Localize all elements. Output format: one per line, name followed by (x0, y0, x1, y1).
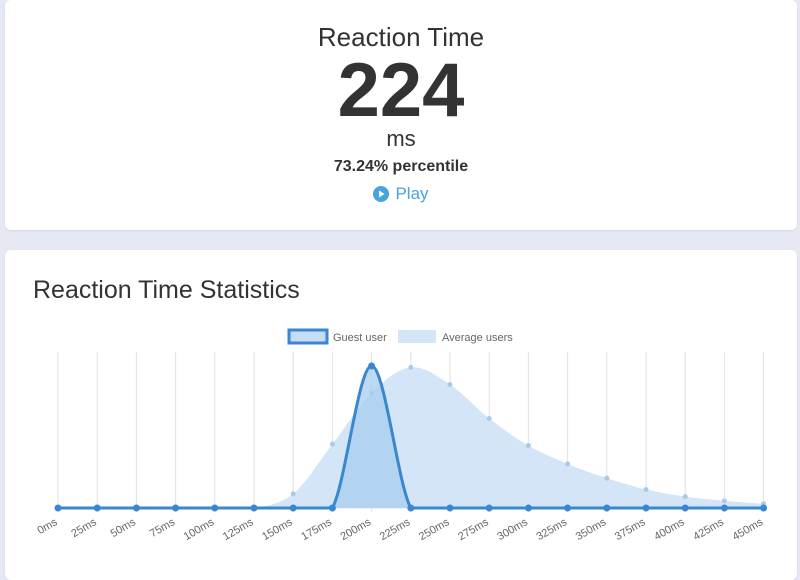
average-users-point (329, 441, 335, 447)
result-card: Reaction Time 224 ms 73.24% percentile P… (5, 0, 797, 230)
x-tick-label: 450ms (730, 516, 765, 543)
average-users-point (290, 491, 296, 497)
x-tick-label: 100ms (182, 516, 217, 543)
average-users-point (408, 364, 414, 370)
guest-user-point (603, 504, 611, 512)
x-tick-label: 25ms (69, 516, 99, 540)
guest-user-point (564, 504, 572, 512)
x-tick-label: 0ms (36, 516, 60, 537)
x-tick-label: 400ms (652, 516, 687, 543)
guest-user-point (524, 504, 532, 512)
guest-user-point (328, 504, 336, 512)
chart-legend[interactable]: Guest user Average users (287, 328, 513, 345)
guest-user-point (250, 504, 258, 512)
guest-user-point (720, 504, 728, 512)
reaction-time-value: 224 (337, 48, 465, 133)
x-tick-label: 75ms (148, 516, 178, 540)
guest-user-point (54, 504, 62, 512)
guest-user-point (446, 504, 454, 512)
average-users-point (486, 416, 492, 422)
average-users-point (447, 381, 453, 387)
x-tick-label: 275ms (456, 516, 491, 543)
guest-user-point (368, 362, 376, 370)
x-tick-label: 425ms (691, 516, 726, 543)
guest-user-point (681, 504, 689, 512)
x-tick-label: 300ms (495, 516, 530, 543)
x-tick-label: 200ms (338, 516, 373, 543)
play-label: Play (395, 184, 429, 203)
average-users-point (525, 443, 531, 449)
x-tick-label: 375ms (613, 516, 648, 543)
average-users-point (604, 475, 610, 481)
guest-user-point (211, 504, 219, 512)
average-users-point (565, 461, 571, 467)
percentile-text: 73.24% percentile (333, 158, 469, 175)
play-button[interactable]: Play (5, 184, 797, 204)
x-tick-label: 150ms (260, 516, 295, 543)
average-users-point (682, 494, 688, 500)
legend-label-guest[interactable]: Guest user (333, 332, 387, 344)
x-tick-label: 175ms (299, 516, 334, 543)
guest-user-point (760, 504, 768, 512)
average-users-series (55, 364, 767, 511)
guest-user-point (132, 504, 140, 512)
legend-swatch-guest[interactable] (287, 328, 329, 345)
statistics-card: Reaction Time Statistics 0ms 25ms 50ms 75ms… (5, 250, 797, 580)
reaction-time-chart: 0ms 25ms 50ms 75ms 100ms 125ms 150ms 175ms 200ms… (36, 328, 768, 543)
x-tick-label: 225ms (378, 516, 413, 543)
x-tick-label: 125ms (221, 516, 256, 543)
x-tick-label: 50ms (109, 516, 139, 540)
guest-user-point (172, 504, 180, 512)
average-users-area (58, 367, 764, 508)
x-tick-label: 250ms (417, 516, 452, 543)
guest-user-point (407, 504, 415, 512)
guest-user-point (485, 504, 493, 512)
result-title: Reaction Time (317, 22, 485, 52)
reaction-time-unit: ms (386, 126, 416, 151)
guest-user-point (289, 504, 297, 512)
guest-user-series (54, 362, 768, 512)
x-tick-label: 325ms (534, 516, 569, 543)
guest-user-point (642, 504, 650, 512)
statistics-title: Reaction Time Statistics (33, 276, 300, 304)
x-axis-ticks: 0ms 25ms 50ms 75ms 100ms 125ms 150ms 175ms 200ms… (36, 516, 766, 543)
legend-label-average[interactable]: Average users (442, 332, 513, 344)
play-icon (373, 186, 390, 202)
average-users-point (643, 487, 649, 493)
legend-swatch-average[interactable] (398, 330, 436, 343)
x-tick-label: 350ms (574, 516, 609, 543)
guest-user-point (93, 504, 101, 512)
average-users-point (721, 498, 727, 504)
